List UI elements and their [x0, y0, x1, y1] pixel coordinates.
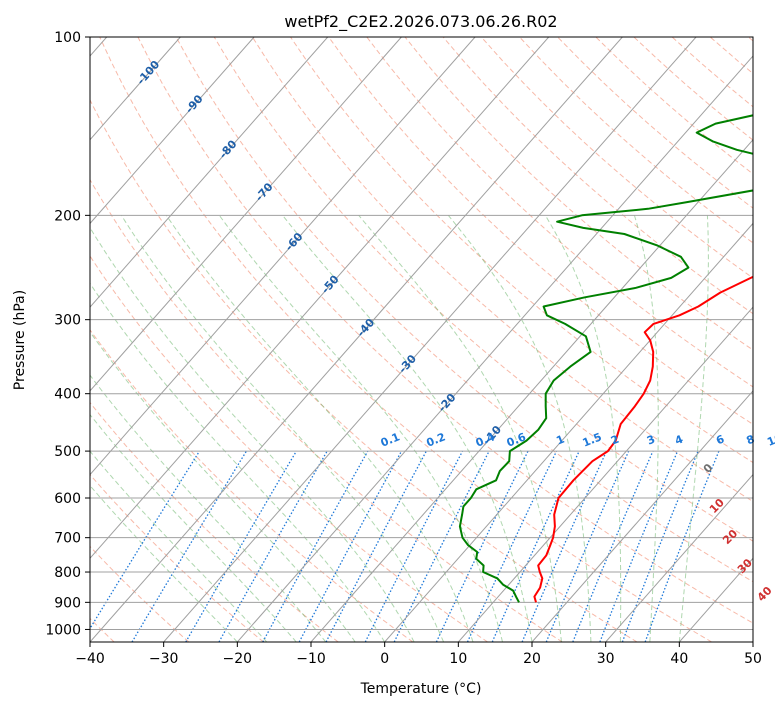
moist-adiabat: [90, 226, 415, 642]
moist-adiabat: [544, 215, 622, 642]
dry-adiabat: [90, 178, 563, 642]
mixing-ratio-line: [644, 450, 720, 642]
mixing-ratio-label: 10: [765, 431, 775, 449]
y-tick-label: 500: [54, 444, 81, 460]
isotherm-line: [90, 37, 623, 642]
mixing-ratio-line: [545, 450, 630, 642]
dry-adiabat: [290, 37, 753, 464]
mixing-ratio-line: [491, 450, 580, 642]
isotherm-line: [90, 37, 476, 476]
mixing-ratio-line: [466, 450, 558, 642]
moist-adiabat: [90, 450, 268, 642]
y-tick-label: 800: [54, 565, 81, 581]
x-axis-label: Temperature (°C): [360, 681, 482, 697]
dry-adiabat: [90, 473, 264, 642]
mixing-ratio-label: 3: [645, 433, 657, 448]
mixing-ratio-line: [621, 450, 699, 642]
y-tick-label: 1000: [45, 622, 81, 638]
y-tick-label: 900: [54, 595, 81, 611]
dry-adiabat: [328, 37, 753, 425]
dewpoint-line: [458, 114, 753, 603]
moist-adiabat: [165, 215, 474, 642]
mixing-ratio-label: 1: [554, 433, 566, 448]
dry-adiabat: [90, 401, 339, 642]
x-tick-label: 30: [597, 651, 615, 667]
x-tick-label: 10: [449, 651, 467, 667]
mixing-ratio-line: [364, 450, 464, 642]
x-tick-label: 40: [670, 651, 688, 667]
mixing-ratio-line: [325, 450, 427, 642]
isotherm-line: [384, 222, 753, 642]
temperature-line: [533, 275, 753, 603]
moist-adiabat: [358, 214, 562, 642]
isotherm-line: [90, 37, 329, 308]
chart-title: wetPf2_C2E2.2026.073.06.26.R02: [284, 12, 557, 32]
moist-adiabat-label: 40: [755, 584, 775, 604]
mixing-ratio-line: [90, 450, 201, 630]
x-tick-label: −10: [296, 651, 326, 667]
mixing-ratio-line: [262, 450, 369, 642]
isotherm-line: [310, 138, 753, 642]
moist-adiabat: [90, 484, 238, 642]
moist-adiabat: [90, 331, 356, 642]
moist-adiabat: [678, 215, 709, 642]
mixing-ratio-label: 8: [745, 433, 757, 448]
mixing-ratio-line: [435, 450, 529, 642]
y-tick-label: 200: [54, 208, 81, 224]
y-tick-label: 700: [54, 531, 81, 547]
mixing-ratio-line: [218, 450, 328, 642]
moist-adiabat: [90, 374, 327, 642]
x-tick-label: −40: [75, 651, 105, 667]
dry-adiabat: [99, 37, 712, 642]
y-tick-label: 600: [54, 491, 81, 507]
moist-adiabat: [90, 413, 297, 642]
mixing-ratio-line: [599, 450, 679, 642]
x-tick-label: −20: [223, 651, 253, 667]
isotherm-line: [90, 37, 402, 392]
moist-adiabat: [90, 282, 386, 642]
mixing-ratio-line: [393, 450, 490, 642]
isotherm-line: [236, 55, 753, 642]
plot-background: [90, 37, 753, 642]
moist-adiabat: [218, 215, 503, 642]
y-axis-label: Pressure (hPa): [12, 290, 28, 390]
x-tick-label: 50: [744, 651, 762, 667]
dry-adiabat: [137, 37, 753, 624]
isotherm-line: [752, 641, 753, 642]
y-tick-label: 300: [54, 313, 81, 329]
x-tick-label: 20: [523, 651, 541, 667]
isotherm-line: [605, 473, 753, 642]
x-tick-label: −30: [149, 651, 179, 667]
isotherm-line: [457, 306, 753, 642]
dry-adiabat: [251, 37, 753, 503]
isotherm-line: [163, 37, 697, 642]
isotherm-line: [90, 37, 181, 141]
moist-adiabat: [282, 214, 533, 642]
axes: −40 −30 −20 −10 0 10 20 30 40 50 1000 900 800 700 600 5…: [45, 30, 762, 667]
mixing-ratio-label: 2: [609, 433, 621, 448]
mixing-ratio-line: [298, 450, 403, 642]
dry-adiabat: [90, 255, 488, 642]
x-tick-label: 0: [380, 651, 389, 667]
isotherm-line: [90, 37, 255, 225]
mixing-ratio-line: [572, 450, 654, 642]
dry-adiabat: [90, 98, 638, 642]
moist-adiabat: [633, 215, 659, 642]
y-tick-label: 100: [54, 30, 81, 46]
mixing-ratio-line: [521, 450, 608, 642]
isotherm-line: [531, 390, 753, 642]
series-layer: [458, 114, 753, 603]
plot-frame: [89, 36, 754, 643]
dry-adiabat: [175, 37, 753, 583]
dry-adiabat: [442, 37, 753, 315]
grid-layer: [90, 37, 753, 642]
isotherm-line: [90, 37, 550, 560]
moist-adiabat: [120, 215, 445, 642]
y-tick-label: 400: [54, 387, 81, 403]
